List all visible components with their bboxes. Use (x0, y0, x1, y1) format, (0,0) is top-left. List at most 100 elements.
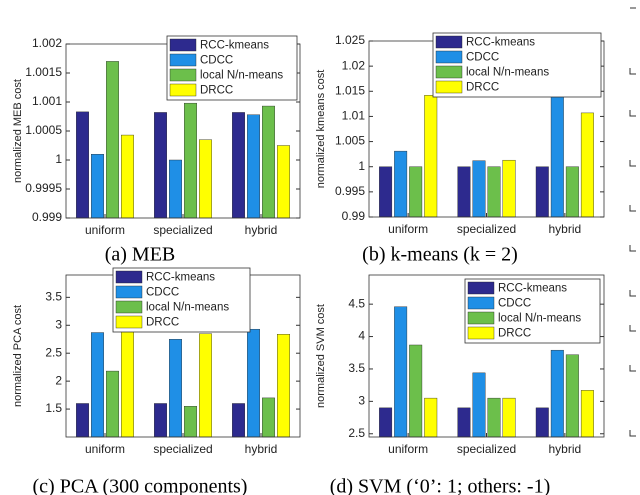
legend-label: RCC-kmeans (146, 272, 215, 284)
bar (169, 159, 182, 219)
legend-label: CDCC (466, 52, 499, 64)
bar (535, 407, 549, 438)
y-tick-label: 2.5 (348, 426, 365, 440)
caption: (b) k-means (k = 2) (362, 244, 518, 266)
legend-label: local N/n-means (146, 302, 229, 314)
bar (394, 150, 408, 218)
bar (487, 397, 501, 438)
legend-swatch (169, 38, 197, 52)
legend-swatch (115, 300, 143, 314)
legend-label: DRCC (146, 317, 179, 329)
caption: (a) MEB (105, 244, 176, 266)
bar (379, 166, 393, 218)
legend-swatch (467, 326, 495, 340)
legend-swatch (435, 80, 463, 94)
legend-label: DRCC (466, 82, 499, 94)
legend-label: RCC-kmeans (466, 37, 535, 49)
bar (199, 333, 212, 438)
bar (106, 370, 119, 438)
y-axis-label: normalized MEB cost (12, 79, 24, 183)
bar (409, 166, 423, 218)
bar (232, 112, 245, 219)
bar (76, 111, 89, 219)
legend-swatch (435, 35, 463, 49)
legend-label: local N/n-means (466, 67, 549, 79)
bar (457, 407, 471, 438)
x-tick-label: specialized (153, 442, 212, 456)
bar (277, 145, 290, 219)
x-tick-label: hybrid (245, 442, 278, 456)
legend-swatch (169, 83, 197, 97)
legend-swatch (115, 315, 143, 329)
y-tick-label: 0.99 (342, 209, 366, 223)
y-tick-label: 4 (358, 329, 365, 343)
bar (199, 139, 212, 219)
y-tick-label: 1.5 (45, 401, 62, 415)
y-tick-label: 1.025 (335, 33, 365, 47)
y-axis-label: normalized PCA cost (12, 305, 24, 407)
legend-label: CDCC (498, 298, 531, 310)
bar (169, 339, 182, 438)
legend-label: CDCC (146, 287, 179, 299)
x-tick-label: hybrid (245, 223, 278, 237)
caption: (c) PCA (300 components) (33, 476, 248, 495)
bar (91, 153, 104, 219)
y-tick-label: 1.001 (32, 94, 62, 108)
bar (550, 349, 564, 438)
y-tick-label: 1.005 (335, 134, 365, 148)
y-tick-label: 1 (358, 159, 365, 173)
legend-label: RCC-kmeans (200, 40, 269, 52)
bar (262, 397, 275, 438)
bar (154, 403, 167, 438)
edge-marks (629, 7, 636, 437)
bar (121, 134, 134, 219)
bar (184, 102, 197, 219)
y-tick-label: 1.015 (335, 83, 365, 97)
legend-label: local N/n-means (498, 313, 581, 325)
bar (76, 403, 89, 438)
y-tick-label: 4.5 (348, 296, 365, 310)
legend-swatch (435, 65, 463, 79)
bar (472, 160, 486, 218)
y-tick-label: 2.5 (45, 345, 62, 359)
bar (580, 390, 594, 438)
y-axis-label: normalized SVM cost (315, 304, 327, 408)
legend-swatch (169, 53, 197, 67)
bar (502, 397, 516, 438)
y-tick-label: 0.9995 (25, 181, 62, 195)
legend-swatch (467, 281, 495, 295)
legend-swatch (467, 296, 495, 310)
legend-label: DRCC (498, 328, 531, 340)
caption: (d) SVM (‘0’: 1; others: -1) (330, 476, 551, 495)
bar (487, 166, 501, 218)
x-tick-label: specialized (153, 223, 212, 237)
bar (379, 407, 393, 438)
bar (247, 114, 260, 219)
bar (121, 327, 134, 438)
bar (277, 334, 290, 438)
x-tick-label: specialized (457, 222, 516, 236)
legend-label: RCC-kmeans (498, 283, 567, 295)
y-tick-label: 1.002 (32, 36, 62, 50)
y-tick-label: 0.995 (335, 184, 365, 198)
bar (247, 328, 260, 438)
bar (472, 372, 486, 438)
x-tick-label: uniform (85, 223, 125, 237)
legend-swatch (467, 311, 495, 325)
legend-label: DRCC (200, 85, 233, 97)
bar (565, 354, 579, 438)
y-tick-label: 1.02 (342, 58, 366, 72)
bar (262, 105, 275, 219)
x-tick-label: uniform (388, 442, 428, 456)
y-axis-label: normalized kmeans cost (315, 70, 327, 189)
bar (232, 403, 245, 438)
y-tick-label: 3 (358, 394, 365, 408)
bar (91, 332, 104, 438)
bar (535, 166, 549, 218)
y-tick-label: 0.999 (32, 210, 62, 224)
bar (565, 166, 579, 218)
bar (502, 159, 516, 218)
y-tick-label: 2 (55, 373, 62, 387)
y-tick-label: 1.0015 (25, 65, 62, 79)
